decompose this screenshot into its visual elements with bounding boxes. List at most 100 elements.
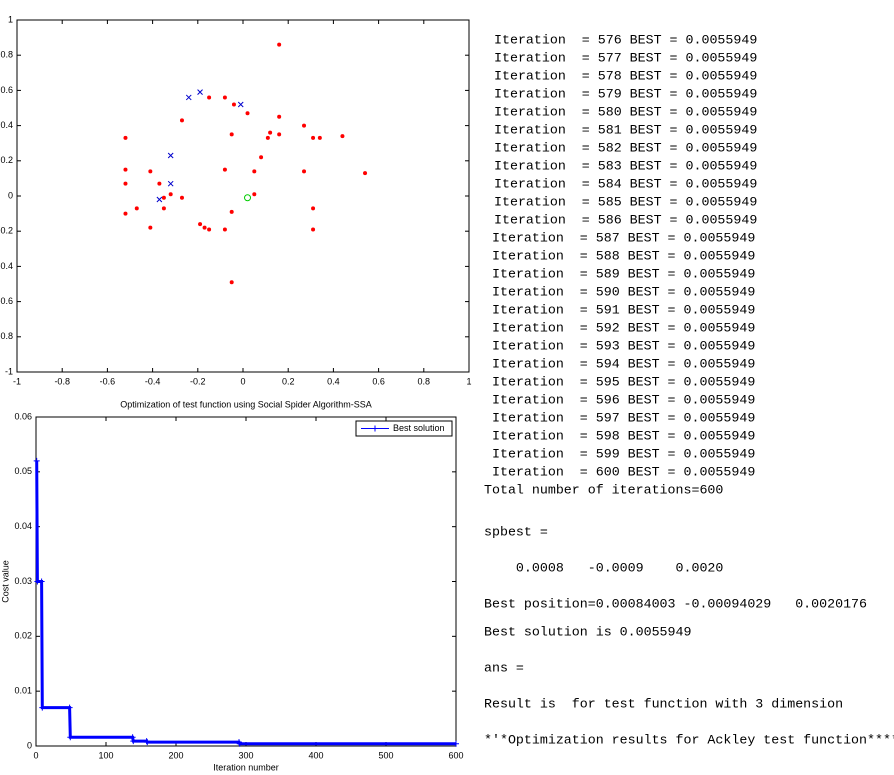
y-tick-label: -1 [5,366,13,376]
cross-marker [156,196,163,203]
dot-marker [268,130,273,135]
x-tick-label: -0.8 [54,376,70,386]
console-line: ans = [484,661,524,676]
x-tick-label: 500 [378,750,393,760]
dot-marker [311,135,316,140]
y-tick-label: 0.04 [14,521,32,531]
dot-marker [157,181,162,186]
console-line: Total number of iterations=600 [484,483,723,498]
console-line: Iteration = 576 BEST = 0.0055949 [494,33,757,48]
dot-marker [311,227,316,232]
dot-marker [277,42,282,47]
legend-marker [372,425,378,432]
y-tick-label: 0.6 [0,85,13,95]
dot-marker [231,102,236,107]
dot-marker [134,206,139,211]
plus-marker [39,704,46,711]
dot-marker [340,134,345,139]
console-line: Iteration = 579 BEST = 0.0055949 [494,87,757,102]
y-tick-label: 0.4 [0,120,13,130]
y-tick-label: -0.8 [0,331,13,341]
x-axis-label: Iteration number [213,762,279,772]
dot-marker [123,135,128,140]
cross-marker [185,94,192,101]
x-tick-label: 1 [466,376,471,386]
dot-marker [168,192,173,197]
y-tick-label: 0 [27,740,32,750]
x-tick-label: 0 [33,750,38,760]
console-line: Iteration = 595 BEST = 0.0055949 [492,375,755,390]
circle-marker [244,194,252,202]
legend-box [355,420,453,437]
dot-marker [222,95,227,100]
dot-marker [179,195,184,200]
x-tick-label: -0.2 [190,376,206,386]
dot-marker [277,114,282,119]
console-line: Iteration = 581 BEST = 0.0055949 [494,123,757,138]
x-tick-label: 200 [168,750,183,760]
console-line: Iteration = 588 BEST = 0.0055949 [492,249,755,264]
dot-marker [123,167,128,172]
y-tick-label: 0.02 [14,631,32,641]
plus-marker [236,740,243,747]
y-tick-label: 0.03 [14,576,32,586]
console-line: Iteration = 589 BEST = 0.0055949 [492,267,755,282]
dot-marker [302,123,307,128]
x-tick-label: -1 [13,376,21,386]
dot-marker [229,209,234,214]
dot-marker [123,211,128,216]
y-tick-label: -0.2 [0,226,13,236]
console-line: Iteration = 580 BEST = 0.0055949 [494,105,757,120]
console-line: Iteration = 587 BEST = 0.0055949 [492,231,755,246]
y-tick-label: 1 [8,14,13,24]
console-line: *'*Optimization results for Ackley test … [484,733,894,748]
console-line: Iteration = 582 BEST = 0.0055949 [494,141,757,156]
y-tick-label: 0.05 [14,466,32,476]
console-line: Iteration = 593 BEST = 0.0055949 [492,339,755,354]
y-tick-label: 0.2 [0,155,13,165]
console-line: Iteration = 600 BEST = 0.0055949 [492,465,755,480]
dot-marker [259,155,264,160]
plus-marker [66,704,73,711]
dot-marker [222,227,227,232]
console-line: Iteration = 577 BEST = 0.0055949 [494,51,757,66]
x-tick-label: 100 [98,750,113,760]
y-tick-label: 0.01 [14,686,32,696]
console-line: Result is for test function with 3 dimen… [484,697,843,712]
dot-marker [245,111,250,116]
x-tick-label: -0.4 [145,376,161,386]
x-tick-label: 0 [240,376,245,386]
y-tick-label: 0.06 [14,411,32,421]
dot-marker [179,118,184,123]
y-tick-label: 0 [8,190,13,200]
x-tick-label: 300 [238,750,253,760]
x-tick-label: 600 [448,750,463,760]
dot-marker [148,225,153,230]
legend-label: Best solution [393,423,445,433]
console-line: Iteration = 585 BEST = 0.0055949 [494,195,757,210]
console-line: Iteration = 586 BEST = 0.0055949 [494,213,757,228]
x-tick-label: -0.6 [100,376,116,386]
y-tick-label: -0.6 [0,296,13,306]
console-line: Iteration = 584 BEST = 0.0055949 [494,177,757,192]
dot-marker [202,225,207,230]
y-axis-label: Cost value [0,560,10,603]
dot-marker [252,169,257,174]
cross-marker [167,180,174,187]
plus-marker [33,457,40,464]
cross-marker [237,101,244,108]
y-tick-label: 0.8 [0,50,13,60]
x-tick-label: 400 [308,750,323,760]
console-line: Iteration = 597 BEST = 0.0055949 [492,411,755,426]
dot-marker [161,195,166,200]
console-line: 0.0008 -0.0009 0.0020 [484,561,723,576]
plus-marker [143,738,150,745]
console-line: spbest = [484,525,548,540]
dot-marker [207,95,212,100]
x-tick-label: 0.6 [372,376,385,386]
dot-marker [161,206,166,211]
x-tick-label: 0.8 [418,376,431,386]
dot-marker [123,181,128,186]
